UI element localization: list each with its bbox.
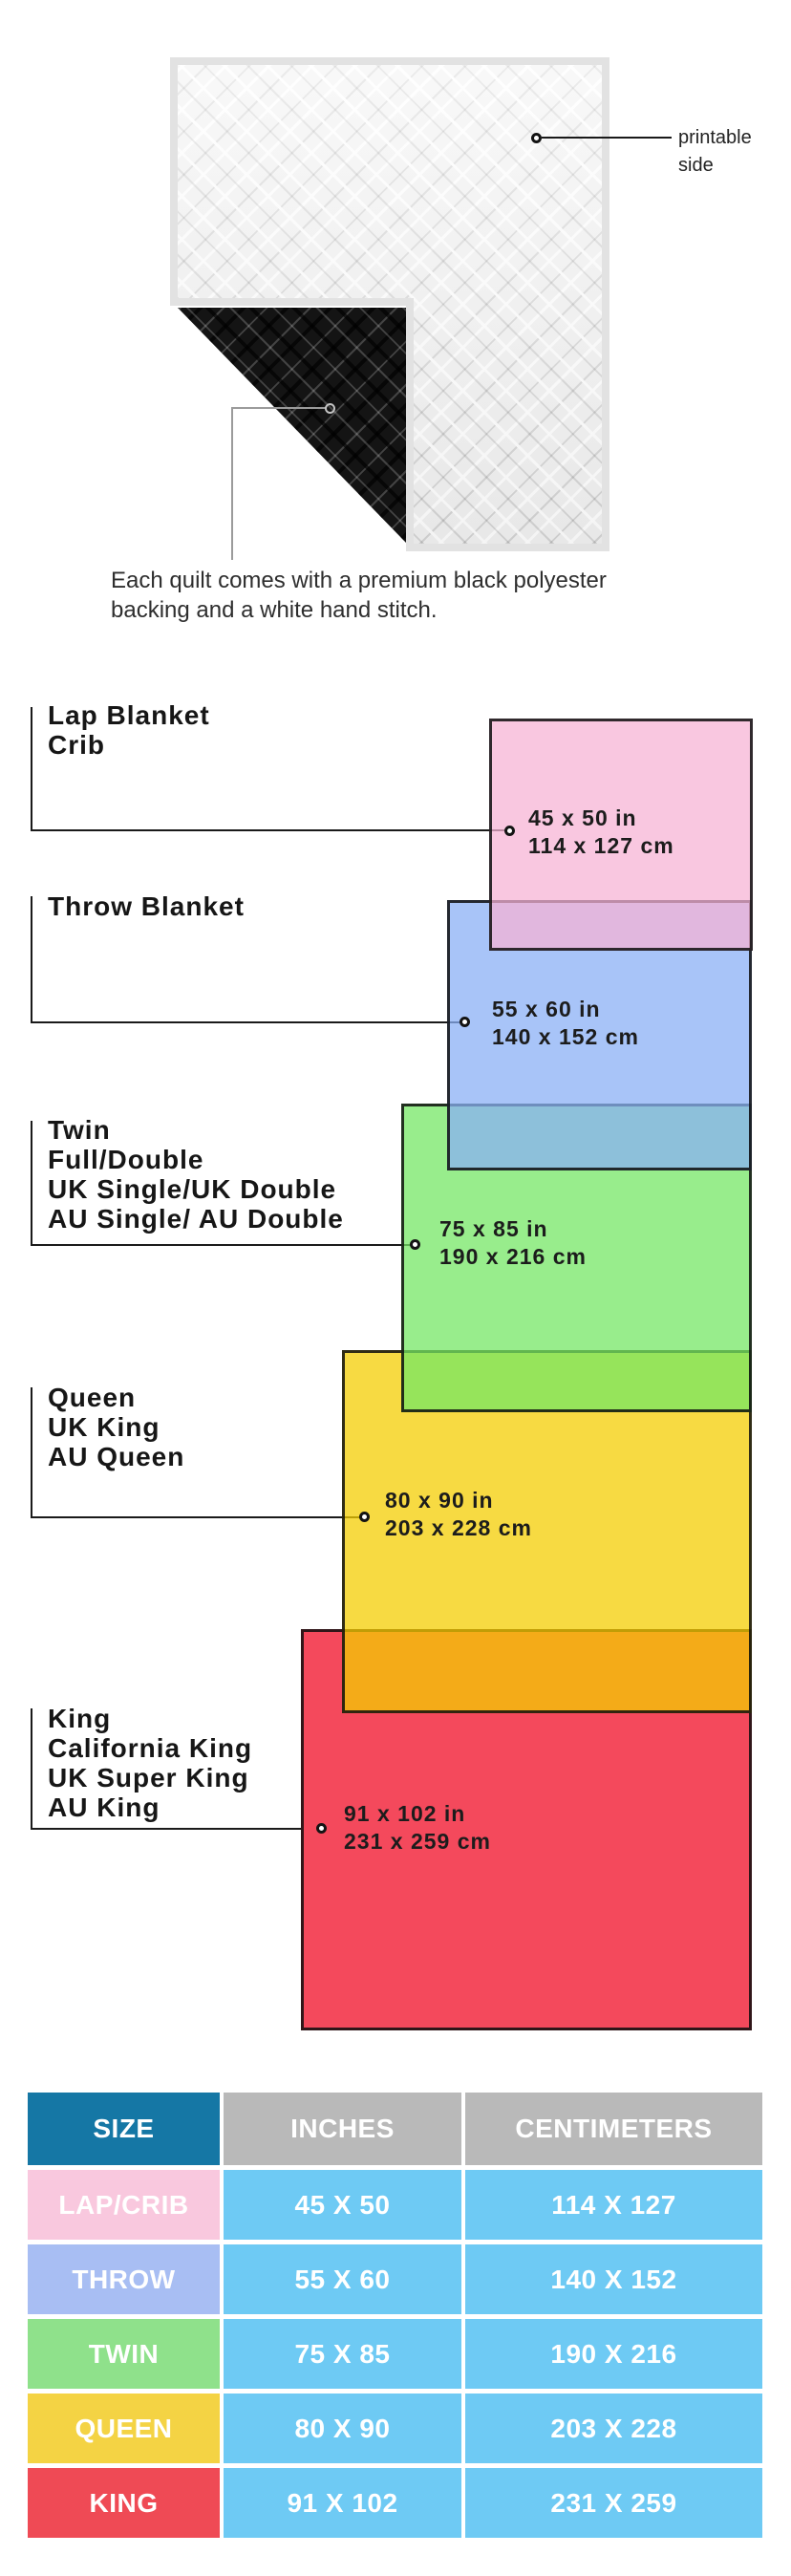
table-cell-cm: 231 X 259 [465, 2468, 762, 2538]
table-cell-size: TWIN [28, 2319, 220, 2389]
table-cell-cm: 203 X 228 [465, 2394, 762, 2463]
size-dims-king: 91 x 102 in 231 x 259 cm [344, 1800, 491, 1856]
dims-cm: 203 x 228 cm [385, 1515, 532, 1540]
dims-cm: 190 x 216 cm [439, 1244, 587, 1269]
callout-line [31, 1121, 32, 1246]
label-throw: Throw Blanket [48, 891, 245, 921]
table-cell-inches: 55 X 60 [224, 2244, 461, 2314]
dims-inches: 91 x 102 in [344, 1801, 466, 1826]
label-line: King [48, 1704, 112, 1733]
table-header-inches: INCHES [224, 2093, 461, 2165]
label-line: AU King [48, 1792, 160, 1822]
label-lap-crib: Lap Blanket Crib [48, 700, 210, 760]
table-cell-cm: 114 X 127 [465, 2170, 762, 2240]
callout-line [31, 1387, 32, 1518]
printable-side-label: printable side [678, 124, 752, 180]
label-line: UK Super King [48, 1763, 249, 1792]
callout-line [231, 407, 233, 560]
table-header-centimeters: CENTIMETERS [465, 2093, 762, 2165]
label-line: Lap Blanket [48, 700, 210, 730]
table-header-size: SIZE [28, 2093, 220, 2165]
callout-line [31, 707, 32, 831]
label-line: California King [48, 1733, 253, 1763]
label-twin: Twin Full/Double UK Single/UK Double AU … [48, 1115, 344, 1234]
table-cell-cm: 140 X 152 [465, 2244, 762, 2314]
printable-side-line1: printable [678, 127, 752, 148]
size-rect-lap [489, 719, 753, 951]
label-line: Throw Blanket [48, 891, 245, 921]
label-line: UK Single/UK Double [48, 1174, 337, 1204]
label-line: Twin [48, 1115, 111, 1145]
callout-line [31, 1828, 317, 1830]
label-line: Crib [48, 730, 105, 760]
callout-circle-icon [460, 1017, 470, 1027]
callout-circle-icon [531, 133, 542, 143]
callout-line [31, 896, 32, 1023]
label-line: Queen [48, 1383, 137, 1412]
callout-circle-icon [325, 403, 335, 414]
size-dims-lap: 45 x 50 in 114 x 127 cm [528, 805, 674, 860]
table-cell-inches: 45 X 50 [224, 2170, 461, 2240]
label-line: UK King [48, 1412, 160, 1442]
label-queen: Queen UK King AU Queen [48, 1383, 184, 1471]
table-cell-cm: 190 X 216 [465, 2319, 762, 2389]
quilt-caption: Each quilt comes with a premium black po… [111, 566, 607, 625]
callout-line [231, 407, 326, 409]
callout-line [542, 137, 672, 139]
caption-line2: backing and a white hand stitch. [111, 597, 438, 623]
callout-circle-icon [504, 826, 515, 836]
table-cell-size: THROW [28, 2244, 220, 2314]
table-cell-size: LAP/CRIB [28, 2170, 220, 2240]
label-king: King California King UK Super King AU Ki… [48, 1704, 252, 1822]
callout-line [31, 829, 505, 831]
label-line: AU Single/ AU Double [48, 1204, 344, 1234]
dims-inches: 55 x 60 in [492, 997, 601, 1021]
caption-line1: Each quilt comes with a premium black po… [111, 568, 607, 593]
table-cell-size: QUEEN [28, 2394, 220, 2463]
dims-inches: 80 x 90 in [385, 1488, 494, 1513]
table-cell-inches: 91 X 102 [224, 2468, 461, 2538]
callout-circle-icon [359, 1512, 370, 1522]
callout-line [31, 1244, 411, 1246]
callout-circle-icon [316, 1823, 327, 1834]
callout-circle-icon [410, 1239, 420, 1250]
table-cell-inches: 80 X 90 [224, 2394, 461, 2463]
callout-line [31, 1021, 460, 1023]
size-dims-throw: 55 x 60 in 140 x 152 cm [492, 996, 639, 1051]
dims-inches: 75 x 85 in [439, 1216, 548, 1241]
table-cell-inches: 75 X 85 [224, 2319, 461, 2389]
callout-line [31, 1708, 32, 1830]
label-line: Full/Double [48, 1145, 204, 1174]
dims-cm: 114 x 127 cm [528, 833, 674, 858]
size-dims-queen: 80 x 90 in 203 x 228 cm [385, 1487, 532, 1542]
callout-line [31, 1516, 360, 1518]
table-cell-size: KING [28, 2468, 220, 2538]
dims-cm: 140 x 152 cm [492, 1024, 639, 1049]
size-dims-twin: 75 x 85 in 190 x 216 cm [439, 1215, 587, 1271]
printable-side-line2: side [678, 155, 714, 176]
label-line: AU Queen [48, 1442, 185, 1471]
size-table: SIZE INCHES CENTIMETERS LAP/CRIB 45 X 50… [28, 2093, 762, 2538]
dims-inches: 45 x 50 in [528, 805, 637, 830]
dims-cm: 231 x 259 cm [344, 1829, 491, 1854]
